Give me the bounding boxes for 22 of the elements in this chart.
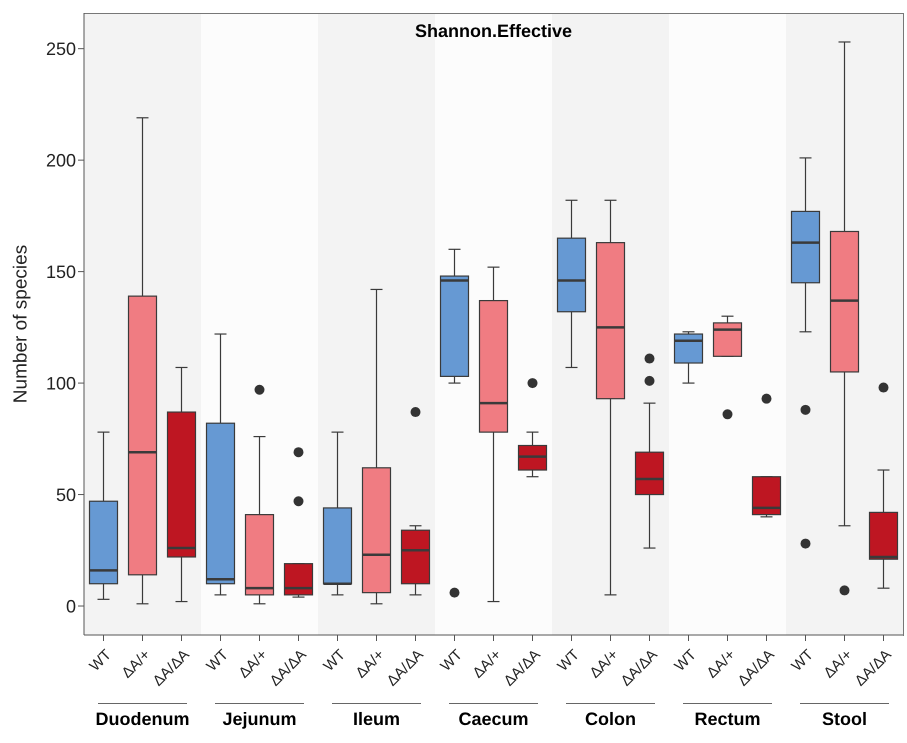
x-tick-label: WT <box>671 646 700 675</box>
text: Caecum <box>457 709 530 730</box>
text: Ileum <box>352 709 401 730</box>
y-tick-label: 250 <box>46 39 76 60</box>
text: Colon <box>584 709 637 730</box>
y-axis-title: Number of species <box>10 244 32 404</box>
y-tick-label: 150 <box>46 262 76 282</box>
text: Duodenum <box>94 709 190 730</box>
x-tick-label: WT <box>320 646 349 675</box>
x-tick-label: WT <box>788 646 817 675</box>
x-tick-label: WT <box>203 646 232 675</box>
y-tick-label: 0 <box>66 596 76 616</box>
y-tick-label: 50 <box>56 484 76 505</box>
x-tick-label: WT <box>86 646 115 675</box>
x-tick-label: WT <box>437 646 466 675</box>
y-tick-label: 200 <box>46 150 76 171</box>
text: Stool <box>821 709 868 730</box>
text: Shannon.Effective <box>414 21 574 42</box>
text: Rectum <box>693 709 762 730</box>
text: Jejunum <box>221 709 298 730</box>
x-tick-label: WT <box>554 646 583 675</box>
y-tick-label: 100 <box>46 373 76 394</box>
